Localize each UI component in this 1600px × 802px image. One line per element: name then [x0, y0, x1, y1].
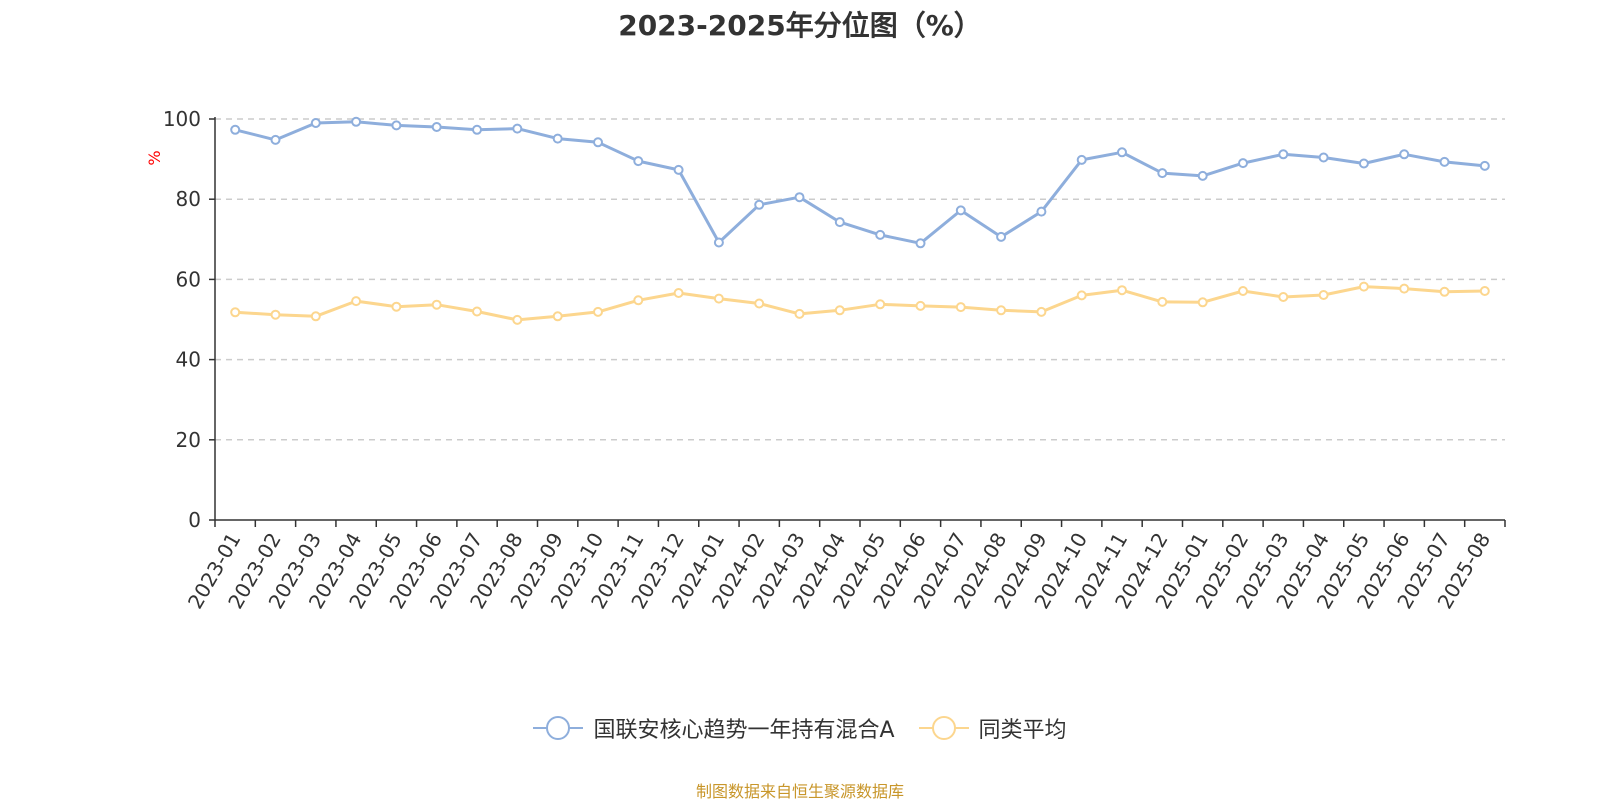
data-point[interactable]: [1439, 156, 1450, 167]
data-point[interactable]: [512, 314, 523, 325]
y-tick-label: 80: [176, 187, 201, 211]
legend-label-fund: 国联安核心趋势一年持有混合A: [593, 718, 895, 743]
data-point[interactable]: [270, 134, 281, 145]
data-point[interactable]: [1238, 286, 1248, 296]
data-point[interactable]: [1399, 149, 1410, 160]
legend: 国联安核心趋势一年持有混合A 同类平均: [0, 712, 1600, 744]
data-point[interactable]: [996, 231, 1007, 242]
data-point[interactable]: [1157, 296, 1168, 307]
data-point[interactable]: [1157, 168, 1168, 179]
data-point[interactable]: [1197, 297, 1208, 308]
legend-item-average[interactable]: 同类平均: [918, 712, 1067, 744]
legend-marker-fund-icon: [533, 716, 584, 740]
y-tick-label: 0: [188, 508, 201, 532]
data-point[interactable]: [1439, 286, 1450, 297]
data-point[interactable]: [310, 118, 321, 128]
data-point[interactable]: [431, 122, 442, 132]
data-point[interactable]: [834, 217, 845, 228]
data-point[interactable]: [633, 295, 644, 306]
data-point[interactable]: [713, 237, 724, 248]
series-lines: [230, 116, 1490, 325]
legend-item-fund[interactable]: 国联安核心趋势一年持有混合A: [533, 712, 895, 744]
data-point[interactable]: [1197, 170, 1208, 181]
data-point[interactable]: [310, 311, 321, 322]
y-tick-label: 100: [163, 107, 201, 131]
data-point[interactable]: [1358, 281, 1369, 292]
data-point[interactable]: [230, 124, 241, 135]
data-point[interactable]: [673, 288, 684, 298]
chart-title: 2023-2025年分位图（%）: [618, 9, 982, 42]
y-axis-label: %: [145, 150, 164, 165]
data-point[interactable]: [1036, 206, 1047, 217]
data-point[interactable]: [1318, 152, 1329, 163]
data-point[interactable]: [593, 137, 603, 148]
data-point[interactable]: [996, 305, 1007, 316]
data-point[interactable]: [472, 306, 482, 317]
data-point[interactable]: [1076, 154, 1087, 165]
data-point[interactable]: [713, 293, 724, 304]
data-point[interactable]: [955, 302, 966, 313]
data-point[interactable]: [915, 238, 926, 249]
data-point[interactable]: [875, 299, 886, 310]
data-point[interactable]: [1117, 285, 1127, 296]
data-point[interactable]: [512, 123, 523, 134]
data-point[interactable]: [1238, 158, 1248, 169]
data-point[interactable]: [1358, 158, 1369, 169]
y-tick-label: 40: [176, 348, 201, 372]
data-point[interactable]: [633, 156, 644, 167]
data-point[interactable]: [270, 309, 281, 320]
data-point[interactable]: [754, 298, 765, 309]
data-point[interactable]: [552, 133, 563, 144]
legend-label-average: 同类平均: [978, 718, 1067, 743]
data-point[interactable]: [1278, 292, 1289, 302]
data-point[interactable]: [1318, 290, 1329, 300]
data-point[interactable]: [754, 199, 765, 210]
data-point[interactable]: [955, 205, 966, 216]
data-point[interactable]: [1117, 147, 1127, 158]
data-point[interactable]: [1278, 149, 1289, 160]
data-point[interactable]: [552, 311, 563, 322]
y-tick-label: 60: [176, 267, 201, 291]
source-note: 制图数据来自恒生聚源数据库: [695, 782, 904, 801]
data-point[interactable]: [875, 229, 886, 240]
data-point[interactable]: [834, 305, 845, 316]
series-line-1: [235, 285, 1485, 322]
y-tick-label: 20: [176, 428, 201, 452]
data-point[interactable]: [351, 296, 362, 307]
data-point[interactable]: [391, 301, 402, 312]
data-point[interactable]: [1399, 283, 1410, 294]
data-point[interactable]: [794, 308, 805, 319]
data-point[interactable]: [391, 120, 402, 131]
data-point[interactable]: [915, 300, 926, 311]
data-point[interactable]: [1479, 286, 1490, 296]
data-point[interactable]: [431, 299, 442, 310]
data-point[interactable]: [794, 192, 805, 203]
data-point[interactable]: [1076, 290, 1087, 301]
series-line-0: [234, 120, 1485, 245]
data-point[interactable]: [472, 124, 482, 135]
data-point[interactable]: [1036, 306, 1047, 317]
data-point[interactable]: [593, 306, 603, 317]
legend-marker-average-icon: [918, 716, 969, 740]
data-point[interactable]: [230, 307, 241, 318]
data-point[interactable]: [351, 116, 362, 127]
data-point[interactable]: [1479, 160, 1490, 171]
data-point[interactable]: [673, 164, 684, 175]
grid-lines: [215, 118, 1505, 441]
